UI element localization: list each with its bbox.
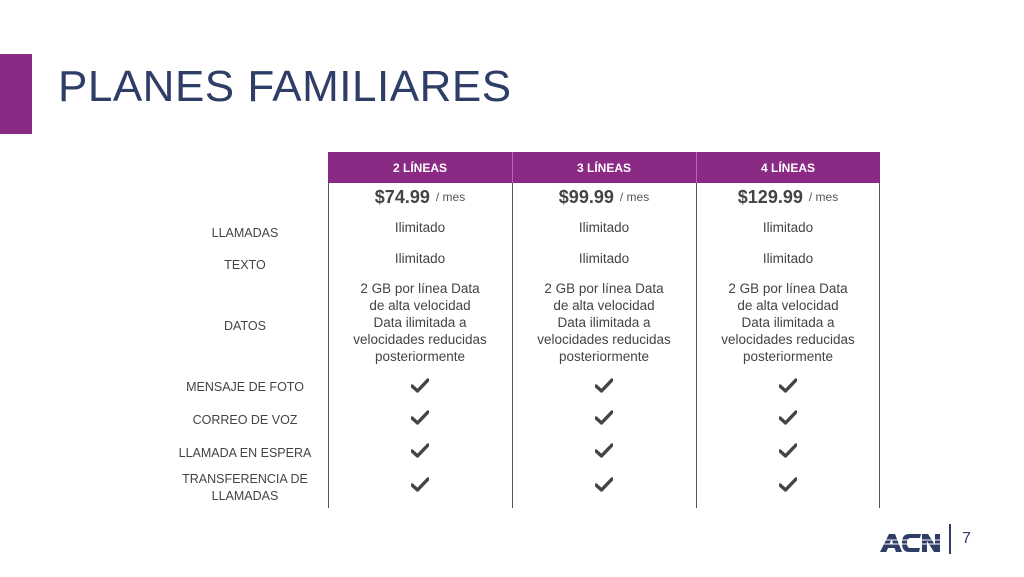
datos-line: velocidades reducidas: [537, 332, 671, 347]
check-icon: [512, 443, 696, 458]
column-line: [879, 183, 880, 508]
price-amount: $74.99: [374, 186, 430, 207]
row-label-llamada-espera: LLAMADA EN ESPERA: [178, 446, 312, 460]
table-header: 2 LÍNEAS 3 LÍNEAS 4 LÍNEAS: [328, 152, 880, 183]
check-icon: [512, 410, 696, 425]
price-2-lineas: $74.99 / mes: [328, 184, 512, 210]
cell-datos: 2 GB por línea Data de alta velocidad Da…: [328, 280, 512, 365]
check-icon: [328, 378, 512, 393]
cell-llamadas: Ilimitado: [394, 220, 446, 235]
page-number: 7: [962, 530, 971, 547]
datos-line: Data ilimitada a: [557, 315, 651, 330]
check-icon: [696, 477, 880, 492]
row-label-line: LLAMADAS: [211, 489, 279, 503]
check-icon: [696, 443, 880, 458]
datos-line: posteriormente: [374, 349, 466, 364]
column-line: [696, 183, 697, 508]
datos-line: Data ilimitada a: [373, 315, 467, 330]
datos-line: 2 GB por línea Data: [544, 281, 664, 296]
footer-divider: [949, 524, 951, 554]
page-title: PLANES FAMILIARES: [58, 62, 512, 111]
row-label-transferencia: TRANSFERENCIA DE LLAMADAS: [160, 471, 330, 505]
row-label-datos: DATOS: [224, 319, 266, 333]
datos-line: velocidades reducidas: [353, 332, 487, 347]
check-icon: [696, 378, 880, 393]
check-icon: [696, 410, 880, 425]
price-3-lineas: $99.99 / mes: [512, 184, 696, 210]
price-period: / mes: [435, 190, 466, 204]
accent-bar: [0, 54, 32, 134]
cell-texto: Ilimitado: [762, 251, 814, 266]
check-icon: [512, 378, 696, 393]
price-period: / mes: [808, 190, 839, 204]
price-amount: $129.99: [737, 186, 803, 207]
cell-texto: Ilimitado: [578, 251, 630, 266]
row-label-mensaje-foto: MENSAJE DE FOTO: [186, 380, 304, 394]
row-label-texto: TEXTO: [224, 258, 266, 272]
datos-line: de alta velocidad: [369, 298, 471, 313]
datos-line: de alta velocidad: [737, 298, 839, 313]
price-4-lineas: $129.99 / mes: [696, 184, 880, 210]
header-2-lineas: 2 LÍNEAS: [392, 160, 447, 175]
datos-line: posteriormente: [558, 349, 650, 364]
cell-llamadas: Ilimitado: [578, 220, 630, 235]
datos-line: Data ilimitada a: [741, 315, 835, 330]
check-icon: [328, 443, 512, 458]
price-amount: $99.99: [558, 186, 614, 207]
check-icon: [328, 410, 512, 425]
datos-line: 2 GB por línea Data: [728, 281, 848, 296]
row-label-correo-voz: CORREO DE VOZ: [192, 413, 298, 427]
price-period: / mes: [619, 190, 650, 204]
datos-line: posteriormente: [742, 349, 834, 364]
cell-llamadas: Ilimitado: [762, 220, 814, 235]
header-4-lineas: 4 LÍNEAS: [760, 160, 815, 175]
check-icon: [328, 477, 512, 492]
datos-line: velocidades reducidas: [721, 332, 855, 347]
cell-datos: 2 GB por línea Data de alta velocidad Da…: [512, 280, 696, 365]
header-divider: [512, 152, 513, 183]
column-line: [328, 183, 329, 508]
header-divider: [696, 152, 697, 183]
acn-logo: [880, 532, 944, 559]
check-icon: [512, 477, 696, 492]
row-label-line: TRANSFERENCIA DE: [182, 472, 308, 486]
datos-line: de alta velocidad: [553, 298, 655, 313]
datos-line: 2 GB por línea Data: [360, 281, 480, 296]
row-label-llamadas: LLAMADAS: [211, 226, 279, 240]
cell-datos: 2 GB por línea Data de alta velocidad Da…: [696, 280, 880, 365]
column-line: [512, 183, 513, 508]
header-3-lineas: 3 LÍNEAS: [576, 160, 631, 175]
cell-texto: Ilimitado: [394, 251, 446, 266]
